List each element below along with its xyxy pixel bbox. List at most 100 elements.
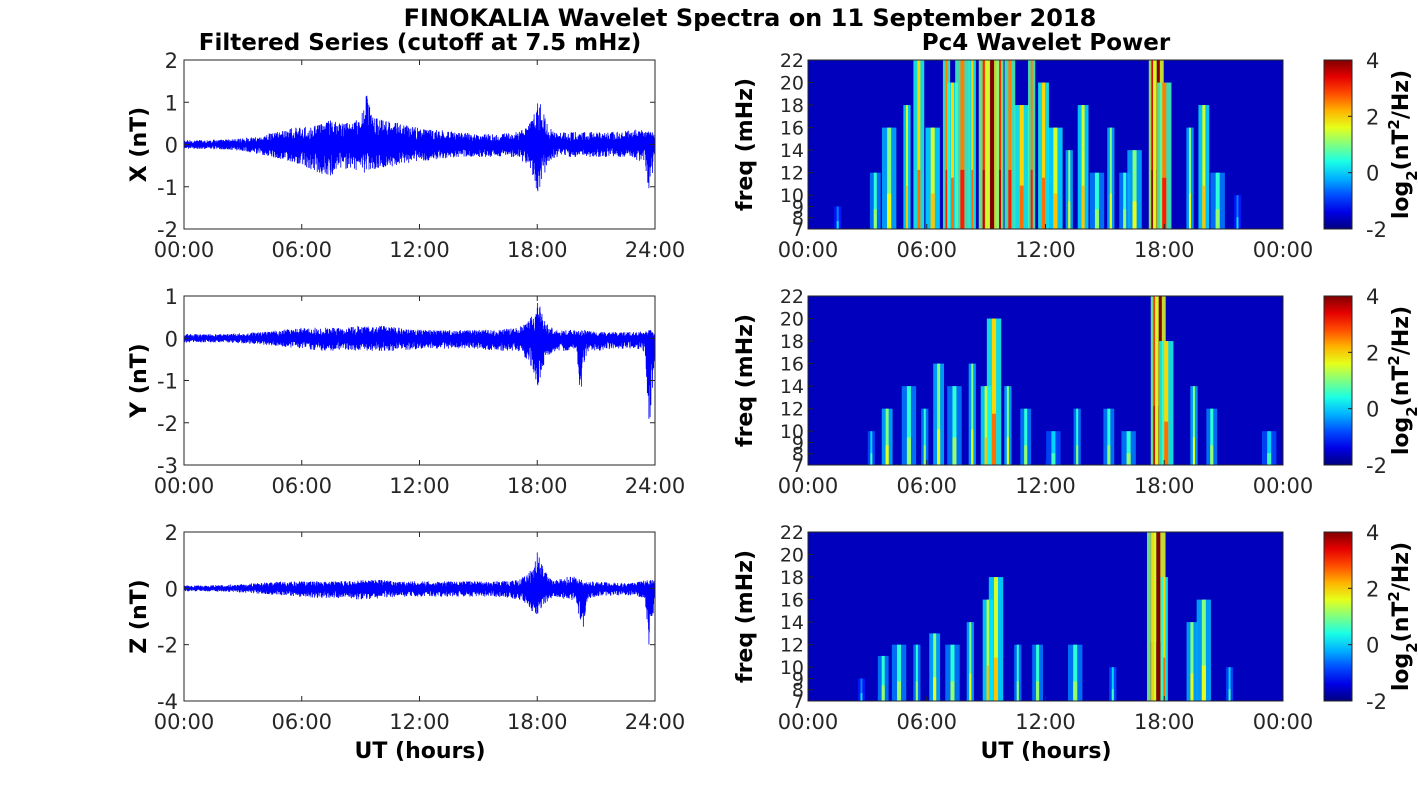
power-streak-core bbox=[930, 193, 935, 229]
y-tick-label: 8 bbox=[792, 680, 804, 702]
power-streak bbox=[986, 599, 990, 701]
colorbar bbox=[1323, 59, 1353, 230]
x-tick-label: 18:00 bbox=[1134, 474, 1195, 498]
power-streak bbox=[897, 644, 902, 701]
power-streak-core bbox=[960, 169, 965, 229]
y-tick-label: 0 bbox=[165, 577, 178, 601]
power-streak-core bbox=[971, 169, 974, 229]
y-tick-label: 10 bbox=[780, 185, 804, 207]
y-tick-label: 7 bbox=[792, 455, 804, 477]
series-line-y bbox=[183, 302, 656, 419]
colorbar-label: log2(nT2/Hz) bbox=[1385, 542, 1418, 691]
power-streak bbox=[984, 386, 988, 465]
colorbar-label: log2(nT2/Hz) bbox=[1385, 70, 1418, 219]
power-streak bbox=[917, 60, 921, 229]
y-tick-label: 9 bbox=[792, 432, 804, 454]
power-streak-core bbox=[1215, 209, 1220, 229]
y-tick-label: 18 bbox=[780, 567, 804, 589]
colorbar-tick-label: 2 bbox=[1366, 105, 1379, 129]
power-streak-core bbox=[1111, 689, 1114, 701]
figure-title: FINOKALIA Wavelet Spectra on 11 Septembe… bbox=[404, 4, 1097, 32]
y-tick-label: -4 bbox=[157, 690, 178, 714]
y-tick-label: 18 bbox=[780, 95, 804, 117]
colorbar-tick-label: -2 bbox=[1366, 454, 1387, 478]
y-tick-label: 10 bbox=[780, 657, 804, 679]
power-streak bbox=[998, 60, 1001, 229]
series-line-x bbox=[183, 95, 656, 192]
power-streak bbox=[1267, 431, 1272, 465]
power-streak-core bbox=[1094, 209, 1099, 229]
subscript: 2 bbox=[1403, 170, 1418, 180]
wavelet-panel-x: 00:00 06:00 12:00 18:00 00:00789101214161820… bbox=[733, 49, 1418, 262]
power-streak-core bbox=[986, 665, 990, 701]
power-streak-core bbox=[1016, 681, 1019, 701]
power-streak bbox=[1215, 172, 1220, 229]
power-streak-core bbox=[1051, 453, 1056, 465]
x-tick-label: 12:00 bbox=[389, 474, 450, 498]
power-streak-core bbox=[1107, 445, 1111, 465]
power-streak bbox=[1188, 127, 1191, 229]
power-streak-core bbox=[873, 209, 877, 229]
colorbar-tick-label: 4 bbox=[1366, 285, 1379, 309]
y-tick-label: 0 bbox=[165, 134, 178, 158]
y-tick-label: -2 bbox=[157, 412, 178, 436]
power-streak bbox=[1076, 408, 1079, 465]
y-tick-label: -1 bbox=[157, 370, 178, 394]
power-streak-core bbox=[950, 681, 955, 701]
x-tick-label: 00:00 bbox=[1253, 238, 1314, 262]
power-streak bbox=[1094, 172, 1099, 229]
power-streak-core bbox=[1201, 665, 1206, 701]
x-tick-label: 00:00 bbox=[154, 474, 215, 498]
power-streak bbox=[1042, 82, 1046, 230]
series-panel-y: 00:00 06:00 12:00 18:00 24:00 -3 -2 -1 0 1 Y (nT) bbox=[127, 285, 685, 498]
power-streak-core bbox=[982, 169, 986, 229]
power-streak bbox=[836, 206, 839, 229]
power-streak-core bbox=[971, 429, 974, 465]
power-streak bbox=[870, 431, 873, 465]
power-streak-core bbox=[1042, 177, 1046, 229]
y-tick-label: 18 bbox=[780, 331, 804, 353]
x-tick-label: 18:00 bbox=[1134, 710, 1195, 734]
power-streak-core bbox=[952, 437, 957, 465]
power-streak bbox=[994, 577, 999, 701]
power-streak bbox=[971, 60, 974, 229]
power-streak-core bbox=[1126, 453, 1131, 465]
y-tick-label: 16 bbox=[780, 590, 804, 612]
power-streak-core bbox=[1153, 405, 1156, 465]
power-streak bbox=[1019, 105, 1024, 229]
x-tick-label: 06:00 bbox=[271, 474, 332, 498]
y-axis-label: freq (mHz) bbox=[733, 314, 758, 447]
power-streak-core bbox=[1188, 193, 1191, 229]
x-tick-label: 18:00 bbox=[507, 474, 568, 498]
series-panel-z: 00:00 06:00 12:00 18:00 24:00 -4 -2 0 2 Z (nT) bbox=[127, 521, 685, 734]
power-streak-core bbox=[885, 445, 889, 465]
y-tick-label: 8 bbox=[792, 208, 804, 230]
power-streak bbox=[1006, 386, 1009, 465]
power-streak bbox=[923, 408, 926, 465]
power-streak bbox=[1107, 408, 1111, 465]
y-tick-label: 1 bbox=[165, 285, 178, 309]
y-tick-label: 1 bbox=[165, 91, 178, 115]
power-streak bbox=[945, 60, 948, 229]
power-streak bbox=[1210, 408, 1214, 465]
colorbar-tick-label: -2 bbox=[1366, 218, 1387, 242]
x-tick-label: 12:00 bbox=[1015, 710, 1076, 734]
y-tick-label: 8 bbox=[792, 444, 804, 466]
wavelet-panel-y: 00:00 06:00 12:00 18:00 00:00789101214161820… bbox=[733, 285, 1418, 498]
power-streak-core bbox=[994, 657, 999, 701]
power-streak-core bbox=[1109, 193, 1112, 229]
colorbar bbox=[1323, 295, 1353, 466]
power-streak bbox=[937, 363, 941, 465]
x-tick-label: 24:00 bbox=[625, 474, 686, 498]
power-streak-core bbox=[998, 169, 1001, 229]
power-streak bbox=[1156, 532, 1161, 701]
power-streak bbox=[860, 678, 863, 701]
power-streak bbox=[1068, 150, 1071, 229]
power-streak bbox=[1008, 60, 1012, 229]
colorbar-tick-label: -2 bbox=[1366, 690, 1387, 714]
power-streak-core bbox=[1019, 185, 1024, 229]
y-tick-label: 22 bbox=[780, 50, 804, 72]
power-streak-core bbox=[992, 413, 997, 465]
